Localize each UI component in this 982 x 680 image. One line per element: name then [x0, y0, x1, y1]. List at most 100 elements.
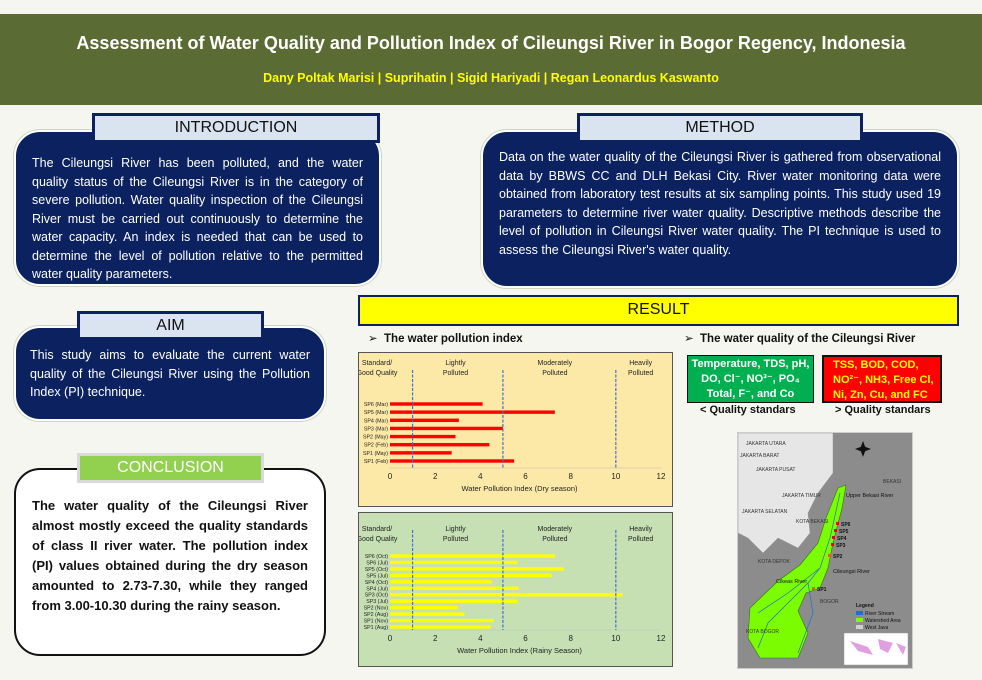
category-label: SP3 (Oct) [365, 593, 388, 599]
bullet-text: The water quality of the Cileungsi River [700, 333, 916, 345]
sampling-point-label: SP4 [837, 536, 847, 542]
aim-heading: AIM [77, 311, 264, 340]
method-text: Data on the water quality of the Cileung… [499, 150, 941, 257]
inset-map-indonesia [843, 632, 909, 666]
arrow-bullet-icon: ➢ [368, 333, 385, 345]
authors: Dany Poltak Marisi | Suprihatin | Sigid … [263, 71, 719, 85]
category-label: SP5 (Mar) [364, 410, 388, 416]
legend-item: River Stream [865, 611, 894, 617]
zone-label: Polluted [443, 536, 468, 543]
category-label: SP2 (Aug) [364, 612, 389, 618]
x-tick-label: 10 [611, 472, 620, 481]
x-tick-label: 6 [523, 472, 528, 481]
bar [390, 586, 519, 590]
zone-label: Lightly [445, 526, 466, 533]
zone-label: Good Quality [359, 536, 398, 543]
zone-label: Polluted [443, 370, 468, 377]
area-label: JAKARTA PUSAT [756, 467, 795, 473]
zone-label: Heavily [629, 360, 652, 367]
bar [390, 434, 456, 439]
category-label: SP1 (May) [363, 451, 388, 457]
aim-text: This study aims to evaluate the current … [30, 348, 310, 399]
bar [390, 580, 492, 584]
area-label: KOTA BEKASI [796, 519, 828, 525]
zone-label: Lightly [445, 360, 466, 367]
legend-item: Watershed Area [865, 618, 901, 624]
bullet-water-quality: ➢ The water quality of the Cileungsi Riv… [684, 331, 915, 345]
category-label: SP4 (Oct) [365, 580, 388, 586]
category-label: SP3 (Mar) [364, 426, 388, 432]
introduction-box: The Cileungsi River has been polluted, a… [14, 130, 381, 286]
bar [390, 618, 494, 623]
area-label: JAKARTA SELATAN [742, 509, 788, 515]
category-label: SP1 (Aug) [364, 625, 389, 631]
river-label: Upper Bekasi River [846, 493, 894, 499]
area-label: JAKARTA TIMUR [782, 493, 821, 499]
bar [390, 554, 555, 558]
zone-label: Standard/ [362, 360, 392, 367]
x-tick-label: 10 [611, 634, 620, 643]
bar [390, 593, 623, 597]
compass-icon [855, 441, 871, 457]
bar [390, 418, 459, 422]
legend-title: Legend [856, 603, 874, 609]
zone-label: Polluted [542, 370, 567, 377]
area-label: BOGOR [820, 599, 839, 605]
bar [390, 573, 552, 578]
bar [390, 625, 491, 629]
category-label: SP6 (Jul) [366, 560, 388, 566]
category-label: SP1 (Nov) [364, 619, 389, 625]
river-label: Cikeas River [776, 579, 807, 585]
area-label: KOTA BOGOR [746, 629, 779, 635]
bar [390, 402, 483, 406]
x-tick-label: 8 [568, 472, 573, 481]
result-heading: RESULT [358, 295, 959, 326]
sampling-point-label: SP6 [841, 522, 851, 528]
area-label: JAKARTA UTARA [746, 441, 786, 447]
indonesia-islands [850, 639, 906, 655]
category-label: SP4 (Jul) [366, 586, 388, 592]
above-standard-caption: > Quality standars [835, 404, 931, 416]
sampling-point-label: SP3 [836, 543, 846, 549]
study-area-map: JAKARTA UTARA JAKARTA BARAT JAKARTA PUSA… [737, 432, 913, 669]
jakarta-region [737, 432, 834, 554]
zone-label: Moderately [538, 360, 573, 367]
above-standard-parameters: TSS, BOD, COD, NO²⁻, NH3, Free Cl, Ni, Z… [822, 355, 942, 403]
header-banner [0, 14, 982, 105]
sampling-point-label: SP1 [817, 587, 827, 593]
bar [390, 451, 452, 455]
area-label: BEKASI [883, 479, 901, 485]
bar [390, 426, 503, 431]
x-tick-label: 4 [478, 472, 483, 481]
category-label: SP2 (May) [363, 435, 388, 441]
x-tick-label: 0 [388, 472, 393, 481]
sampling-point-label: SP2 [833, 554, 843, 560]
zone-label: Good Quality [359, 370, 398, 377]
area-label: JAKARTA BARAT [740, 453, 779, 459]
arrow-bullet-icon: ➢ [684, 333, 701, 345]
legend-item: West Java [865, 625, 888, 631]
x-axis-title: Water Pollution Index (Rainy Season) [457, 646, 582, 655]
x-tick-label: 4 [478, 634, 483, 643]
aim-box: This study aims to evaluate the current … [14, 326, 326, 421]
category-label: SP2 (Nov) [364, 606, 389, 612]
poster-title: Assessment of Water Quality and Pollutio… [76, 33, 906, 53]
conclusion-box: The water quality of the Cileungsi River… [14, 468, 326, 656]
zone-label: Standard/ [362, 526, 392, 533]
bar [390, 605, 458, 610]
dry-season-chart: Standard/Good Quality Lightly Polluted Mode… [357, 352, 673, 507]
sampling-point-label: SP5 [839, 529, 849, 535]
river-label: Cileungsi River [833, 569, 870, 575]
area-label: KOTA DEPOK [758, 559, 791, 565]
below-standard-caption: < Quality standars [700, 404, 796, 416]
bar [390, 599, 518, 603]
zone-label: Heavily [629, 526, 652, 533]
method-box: Data on the water quality of the Cileung… [481, 130, 959, 288]
category-label: SP2 (Feb) [364, 443, 388, 449]
bullet-pollution-index: ➢ The water pollution index [368, 331, 523, 345]
rainy-season-chart: Standard/Good Quality Lightly Polluted Mode… [357, 512, 673, 667]
method-heading: METHOD [577, 113, 863, 143]
bullet-text: The water pollution index [384, 333, 523, 345]
introduction-heading: INTRODUCTION [92, 113, 380, 143]
x-tick-label: 6 [523, 634, 528, 643]
